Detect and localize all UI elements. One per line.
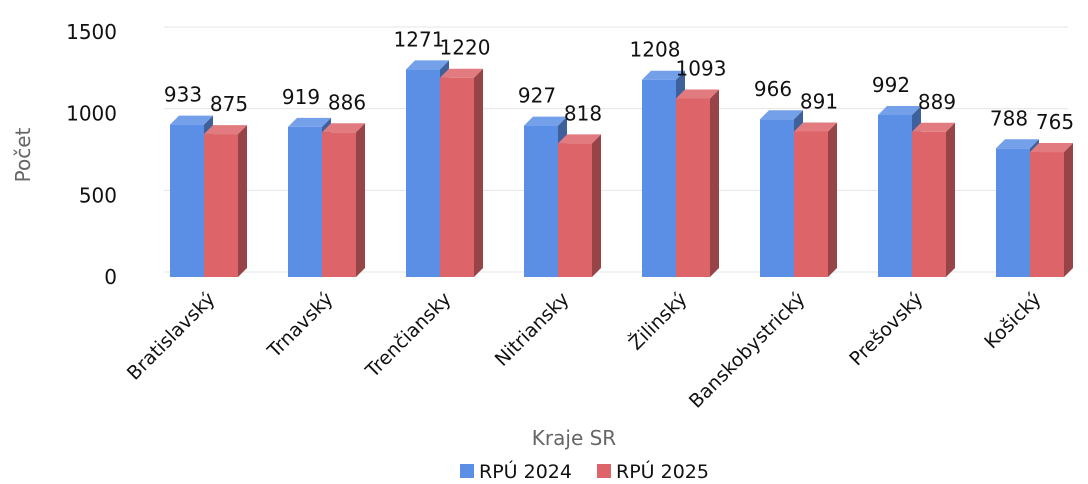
data-label-rpu-2025-3: 818 — [564, 101, 602, 125]
bar-side — [238, 125, 247, 277]
bar-side — [828, 122, 837, 277]
y-axis-ticks: 0 500 1000 1500 — [66, 20, 117, 289]
bar-side — [474, 68, 483, 277]
category-label-1: Trnavský — [263, 288, 338, 363]
bar-top — [912, 122, 955, 132]
bar-top — [204, 125, 247, 135]
bar-rpu-2025-7 — [1030, 143, 1073, 277]
bar-front — [204, 134, 238, 277]
x-axis-categories: Bratislavský Trnavský Trenčiansky Nitriansk… — [123, 287, 1046, 412]
y-tick-500: 500 — [79, 183, 117, 207]
bar-top — [170, 115, 213, 125]
bar-front — [912, 131, 946, 277]
bar-top — [406, 60, 449, 70]
x-axis-title: Kraje SR — [532, 426, 617, 450]
bar-front — [558, 143, 592, 277]
bar-top — [322, 123, 365, 133]
bar-top — [996, 139, 1039, 149]
bar-side — [356, 123, 365, 277]
data-label-rpu-2025-7: 765 — [1036, 110, 1074, 134]
bars — [170, 60, 1073, 278]
legend-label-rpu-2025: RPÚ 2025 — [616, 459, 709, 483]
data-label-rpu-2025-5: 891 — [800, 89, 838, 113]
bar-top — [642, 70, 685, 80]
category-label-7: Košický — [980, 288, 1045, 353]
bar-front — [760, 119, 794, 277]
data-label-rpu-2024-5: 966 — [754, 77, 792, 101]
bar-rpu-2025-3 — [558, 134, 601, 277]
bar-rpu-2025-1 — [322, 123, 365, 277]
data-label-rpu-2024-4: 1208 — [630, 38, 681, 62]
data-label-rpu-2025-6: 889 — [918, 90, 956, 114]
bar-front — [642, 79, 676, 278]
category-label-4: Žilinský — [624, 287, 691, 354]
bar-front — [794, 131, 828, 277]
data-label-rpu-2024-2: 1271 — [394, 27, 445, 51]
bar-top — [440, 68, 483, 78]
bar-front — [676, 98, 710, 277]
bar-top — [878, 105, 921, 115]
bar-top — [558, 134, 601, 144]
data-label-rpu-2025-4: 1093 — [676, 56, 727, 80]
data-label-rpu-2024-1: 919 — [282, 85, 320, 109]
bar-rpu-2025-0 — [204, 125, 247, 277]
bar-top — [288, 117, 331, 127]
data-label-rpu-2024-0: 933 — [164, 83, 202, 107]
category-label-0: Bratislavský — [123, 288, 220, 385]
bar-side — [1064, 143, 1073, 277]
category-label-6: Prešovský — [845, 288, 927, 370]
y-axis-title: Počet — [11, 127, 35, 182]
category-label-2: Trenčiansky — [361, 288, 456, 383]
bar-front — [440, 77, 474, 277]
bar-front — [170, 124, 204, 277]
bar-rpu-2025-4 — [676, 89, 719, 277]
bar-rpu-2025-6 — [912, 122, 955, 278]
data-label-rpu-2025-1: 886 — [328, 90, 366, 114]
legend-swatch-rpu-2025 — [597, 464, 611, 478]
bar-front — [322, 132, 356, 277]
bar-rpu-2025-5 — [794, 122, 837, 277]
legend-swatch-rpu-2024 — [460, 464, 474, 478]
bar-front — [878, 114, 912, 278]
y-tick-1500: 1500 — [66, 20, 117, 44]
bar-side — [710, 89, 719, 277]
category-label-3: Nitriansky — [491, 288, 574, 371]
data-label-rpu-2024-6: 992 — [872, 73, 910, 97]
category-label-5: Banskobystrický — [685, 288, 810, 413]
data-label-rpu-2024-3: 927 — [518, 84, 556, 108]
data-label-rpu-2025-2: 1220 — [440, 36, 491, 60]
bar-side — [592, 134, 601, 277]
bar-top — [676, 89, 719, 99]
legend: RPÚ 2024 RPÚ 2025 — [460, 459, 709, 483]
data-label-rpu-2024-7: 788 — [990, 106, 1028, 130]
y-tick-0: 0 — [104, 265, 117, 289]
bar-front — [1030, 152, 1064, 277]
bar-top — [794, 122, 837, 132]
bar-side — [946, 122, 955, 278]
bar-front — [524, 125, 558, 277]
bar-rpu-2025-2 — [440, 68, 483, 277]
bar-top — [1030, 143, 1073, 153]
legend-label-rpu-2024: RPÚ 2024 — [479, 459, 572, 483]
bar-front — [406, 69, 440, 277]
bar-top — [524, 116, 567, 126]
y-tick-1000: 1000 — [66, 102, 117, 126]
bar-top — [760, 110, 803, 120]
bar-front — [288, 126, 322, 277]
bar-front — [996, 148, 1030, 277]
data-label-rpu-2025-0: 875 — [210, 92, 248, 116]
